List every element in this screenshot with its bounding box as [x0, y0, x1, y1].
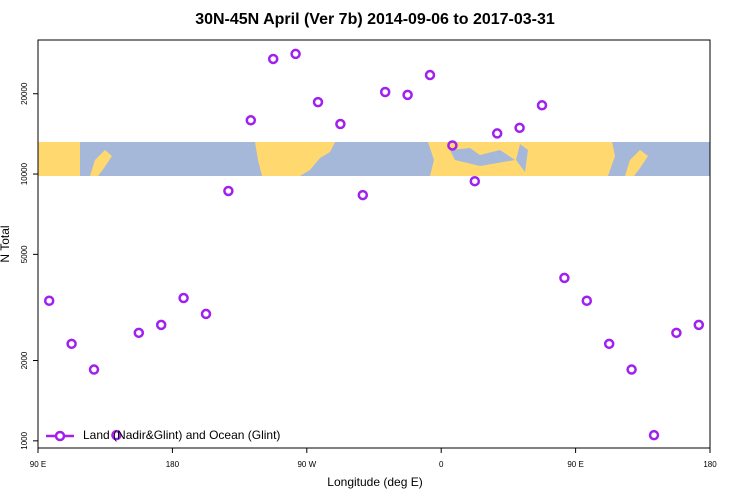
x-tick-label: 180 [166, 460, 180, 469]
x-tick-label: 0 [439, 460, 444, 469]
data-point [379, 86, 391, 98]
y-tick-label: 10000 [20, 162, 29, 185]
data-point [648, 429, 660, 441]
x-tick-label: 90 W [297, 460, 316, 469]
data-point [155, 319, 167, 331]
legend-marker [54, 430, 66, 442]
data-point [133, 327, 145, 339]
data-point [223, 185, 234, 197]
map-band [38, 142, 710, 176]
data-point [603, 338, 615, 350]
data-point [626, 364, 637, 375]
legend-label: Land (Nadir&Glint) and Ocean (Glint) [83, 428, 280, 442]
data-point [402, 89, 413, 101]
data-point [693, 319, 705, 331]
data-point [200, 308, 212, 320]
data-point [581, 295, 593, 307]
data-point [178, 292, 189, 304]
data-point [469, 175, 481, 187]
y-tick-label: 1000 [20, 431, 29, 449]
y-axis-label: N Total [0, 225, 12, 262]
y-tick-label: 20000 [20, 82, 29, 105]
data-point [43, 295, 55, 307]
data-point [335, 118, 346, 130]
data-point [66, 338, 77, 350]
data-point [312, 96, 324, 108]
data-point [559, 272, 570, 284]
x-tick-label: 90 E [567, 460, 583, 469]
data-point [290, 48, 301, 60]
y-tick-label: 5000 [20, 245, 29, 263]
data-point [491, 128, 503, 139]
data-point [245, 115, 257, 126]
chart-title: 30N-45N April (Ver 7b) 2014-09-06 to 201… [195, 11, 555, 28]
data-point [514, 122, 525, 134]
y-tick-label: 2000 [20, 351, 29, 369]
x-axis-label: Longitude (deg E) [327, 475, 422, 489]
data-point [111, 429, 122, 441]
data-point [536, 100, 548, 111]
plot-frame [37, 39, 711, 449]
x-tick-label: 180 [703, 460, 717, 469]
data-point [88, 364, 100, 375]
data-point [447, 140, 458, 151]
x-tick-label: 90 E [30, 460, 46, 469]
data-point [267, 53, 279, 65]
data-point [671, 327, 682, 339]
data-point [424, 69, 436, 81]
data-point [357, 189, 369, 201]
